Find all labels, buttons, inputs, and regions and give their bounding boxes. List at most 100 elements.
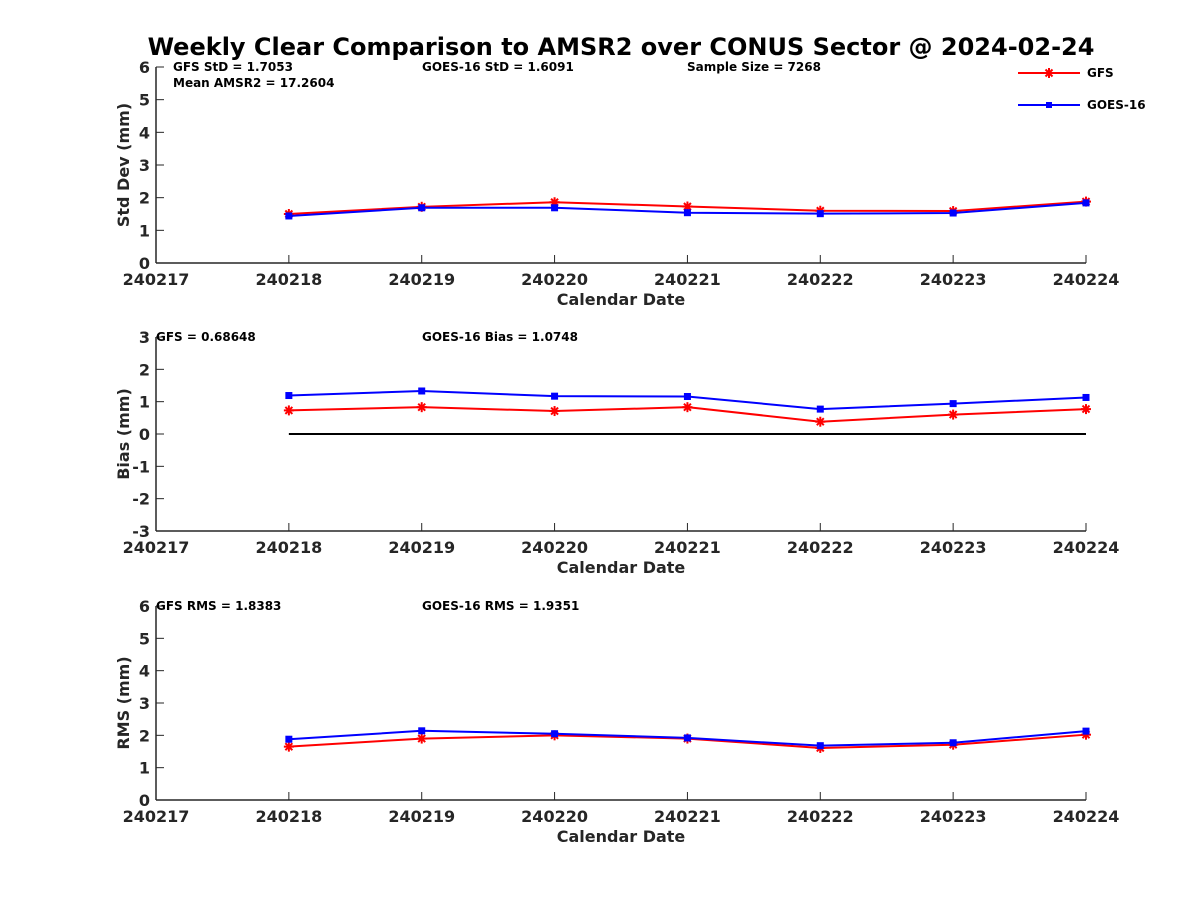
y-tick-label: 6 (139, 597, 150, 616)
data-point-gfs (682, 402, 693, 413)
panel-rms: 0 1 2 3 4 5 6 240217 240218 240219 240220 240221 240… (114, 597, 1119, 846)
data-point-goes16 (683, 209, 691, 217)
x-tick-label: 240222 (787, 270, 854, 289)
data-point-goes16 (683, 734, 691, 742)
data-point-goes16 (949, 739, 957, 747)
x-tick-label: 240224 (1053, 538, 1120, 557)
y-tick-label: 0 (139, 254, 150, 273)
chart-title: Weekly Clear Comparison to AMSR2 over CO… (148, 33, 1095, 61)
x-tick-label: 240222 (787, 538, 854, 557)
y-tick-label: 3 (139, 694, 150, 713)
data-point-goes16 (816, 405, 824, 413)
y-tick-label: 3 (139, 156, 150, 175)
y-tick-label: 3 (139, 328, 150, 347)
x-tick-label: 240217 (123, 270, 190, 289)
x-tick-label: 240221 (654, 807, 721, 826)
asterisk-stroke (284, 742, 294, 751)
legend-gfs-label: GFS (1087, 66, 1114, 80)
x-tick-label: 240219 (388, 807, 455, 826)
x-tick-label: 240218 (255, 538, 322, 557)
panel-std: 0 1 2 3 4 5 6 240217 240218 240219 240220 240221 240… (114, 58, 1119, 309)
data-point-goes16 (949, 400, 957, 408)
y-tick-label: 5 (139, 91, 150, 110)
data-point-gfs (948, 409, 959, 420)
y-tick-label: 2 (139, 726, 150, 745)
data-point-goes16 (949, 209, 957, 217)
data-point-gfs (416, 402, 427, 413)
x-tick-label: 240224 (1053, 807, 1120, 826)
data-point-goes16 (285, 392, 293, 400)
y-axis-label: RMS (mm) (114, 656, 133, 749)
y-axis-label: Std Dev (mm) (114, 103, 133, 227)
x-tick-label: 240217 (123, 807, 190, 826)
y-tick-label: 2 (139, 189, 150, 208)
x-tick-label: 240219 (388, 270, 455, 289)
stat-annotation: GFS StD = 1.7053 (173, 60, 293, 74)
x-tick-label: 240224 (1053, 270, 1120, 289)
asterisk-stroke (1081, 404, 1091, 414)
y-tick-label: 6 (139, 58, 150, 77)
data-point-goes16 (285, 212, 293, 220)
legend-gfs-asterisk-icon (1044, 68, 1054, 78)
data-point-gfs (1081, 404, 1091, 415)
x-tick-label: 240221 (654, 538, 721, 557)
x-tick-label: 240218 (255, 807, 322, 826)
x-tick-label: 240221 (654, 270, 721, 289)
y-tick-label: 1 (139, 759, 150, 778)
x-tick-label: 240220 (521, 807, 588, 826)
data-point-goes16 (816, 210, 824, 218)
y-tick-label: 0 (139, 791, 150, 810)
data-point-goes16 (551, 392, 559, 400)
y-tick-label: -1 (132, 457, 150, 476)
asterisk-stroke (948, 410, 958, 419)
stat-annotation: GFS = 0.68648 (156, 330, 256, 344)
x-tick-label: 240218 (255, 270, 322, 289)
x-tick-label: 240217 (123, 538, 190, 557)
x-tick-label: 240220 (521, 538, 588, 557)
legend-entry-goes16: GOES-16 (1018, 98, 1146, 112)
x-axis-label: Calendar Date (557, 827, 686, 846)
x-axis-label: Calendar Date (557, 558, 686, 577)
asterisk-stroke (683, 202, 692, 211)
data-point-gfs (549, 406, 560, 417)
data-point-goes16 (1082, 727, 1090, 735)
y-tick-label: 0 (139, 425, 150, 444)
data-point-goes16 (285, 735, 293, 743)
y-tick-label: 4 (139, 662, 150, 681)
y-tick-label: 5 (139, 629, 150, 648)
y-tick-label: -3 (132, 522, 150, 541)
asterisk-stroke (550, 406, 559, 416)
data-point-gfs (283, 405, 294, 416)
stat-annotation: Mean AMSR2 = 17.2604 (173, 76, 334, 90)
stat-annotation: GOES-16 Bias = 1.0748 (422, 330, 578, 344)
x-tick-label: 240223 (920, 807, 987, 826)
legend-entry-gfs: GFS (1018, 66, 1114, 80)
x-tick-label: 240223 (920, 270, 987, 289)
data-point-goes16 (683, 392, 691, 400)
y-axis-label: Bias (mm) (114, 388, 133, 480)
stat-annotation: GFS RMS = 1.8383 (156, 599, 281, 613)
stat-annotation: Sample Size = 7268 (687, 60, 821, 74)
asterisk-stroke (417, 402, 426, 412)
data-point-gfs (283, 741, 294, 752)
x-axis-label: Calendar Date (557, 290, 686, 309)
x-tick-label: 240219 (388, 538, 455, 557)
asterisk-stroke (683, 402, 692, 412)
data-point-goes16 (1082, 393, 1090, 401)
data-point-goes16 (1082, 199, 1090, 207)
y-tick-label: -2 (132, 490, 150, 509)
data-point-goes16 (551, 730, 559, 738)
panel-bias: -3 -2 -1 0 1 2 3 240217 240218 240219 240220 240221… (114, 328, 1119, 577)
data-point-goes16 (418, 204, 426, 212)
data-point-goes16 (418, 727, 426, 735)
x-tick-label: 240223 (920, 538, 987, 557)
data-point-goes16 (418, 387, 426, 395)
asterisk-stroke (417, 734, 426, 743)
legend-goes16-square-icon (1046, 102, 1052, 108)
stat-annotation: GOES-16 StD = 1.6091 (422, 60, 574, 74)
legend-goes16-label: GOES-16 (1087, 98, 1146, 112)
data-point-gfs (416, 733, 427, 744)
y-tick-label: 4 (139, 123, 150, 142)
